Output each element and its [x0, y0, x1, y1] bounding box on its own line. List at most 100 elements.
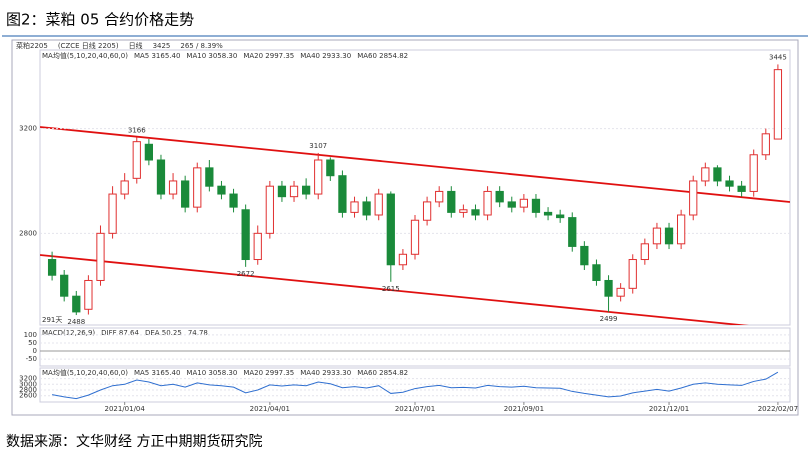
candle-body	[543, 211, 553, 216]
price-annotation: 3107	[309, 142, 327, 150]
macd-legend: DIFF 87.64	[101, 329, 139, 337]
candle-body	[156, 159, 166, 195]
candle-body	[144, 143, 153, 161]
candle-body	[60, 274, 69, 297]
candle-body	[277, 185, 287, 198]
candle-body	[616, 287, 625, 297]
candle-body	[677, 214, 686, 245]
upper-trend-line	[40, 126, 790, 203]
macd-legend: 74.78	[188, 329, 208, 337]
candle-body	[338, 175, 347, 213]
ma-legend: MA40 2933.30	[300, 52, 351, 60]
price-annotation: 2672	[237, 270, 255, 278]
candle-body	[580, 245, 589, 266]
price-annotation: 2499	[600, 315, 618, 323]
candle-body	[422, 201, 432, 221]
candle-body	[689, 180, 698, 216]
span-label: 291天	[42, 316, 62, 324]
candle-body	[435, 190, 444, 203]
macd-tick-label: 50	[28, 339, 37, 347]
title: 图2：菜粕 05 合约价格走势	[6, 11, 194, 29]
candle-body	[229, 193, 238, 208]
candle-body	[568, 217, 577, 247]
candle-body	[531, 198, 541, 213]
x-tick-label: 2021/12/01	[649, 405, 689, 413]
candle-body	[640, 243, 649, 261]
candle-body	[96, 232, 105, 281]
candle-body	[519, 198, 529, 208]
macd-legend: DEA 50.25	[145, 329, 182, 337]
lower-tick-label: 2800	[19, 386, 37, 394]
candle-body	[592, 264, 601, 281]
candle-body	[556, 214, 565, 219]
toolbar-item: 日线	[129, 41, 143, 50]
ma-legend: MA5 3165.40	[134, 369, 180, 377]
candle-body	[362, 201, 371, 216]
candle-body	[652, 227, 662, 245]
candle-body	[253, 232, 262, 261]
ma-legend: MA5 3165.40	[134, 52, 180, 60]
candle-body	[72, 295, 81, 313]
candle-body	[120, 180, 129, 195]
macd-tick-label: 0	[33, 347, 37, 355]
lower-trend-line	[40, 254, 750, 325]
x-tick-label: 2021/09/01	[504, 405, 544, 413]
toolbar-item: 3425	[153, 42, 171, 50]
candle-body	[664, 227, 674, 245]
candle-body	[302, 185, 311, 195]
toolbar-item: (CZCE 日线 2205)	[58, 41, 119, 50]
candle-body	[459, 209, 468, 213]
candle-body	[350, 201, 359, 213]
candle-body	[447, 190, 456, 213]
y-tick-label: 3200	[19, 125, 37, 133]
candle-body	[108, 193, 117, 234]
ma-legend: MA10 3058.30	[186, 369, 237, 377]
ma-legend: MA20 2997.35	[243, 52, 294, 60]
candle-body	[398, 253, 408, 266]
price-annotation: 2615	[382, 285, 400, 293]
x-tick-label: 2021/04/01	[250, 405, 290, 413]
toolbar-item: 菜粕2205	[16, 41, 48, 50]
candle-body	[265, 185, 274, 234]
lower-close-line	[52, 371, 779, 400]
macd-tick-label: 100	[24, 331, 37, 339]
candle-body	[217, 185, 226, 195]
candle-body	[241, 209, 250, 261]
chart-frame	[11, 39, 799, 416]
ma-legend: MA均值(5,10,20,40,60,0)	[42, 368, 128, 377]
ma-legend: MA60 2854.82	[357, 369, 408, 377]
candle-body	[713, 167, 722, 182]
x-tick-label: 2021/07/01	[395, 405, 435, 413]
candle-body	[289, 185, 299, 198]
candle-body	[749, 154, 758, 192]
main-panel	[39, 49, 791, 326]
lower-tick-label: 3200	[19, 375, 37, 383]
ma-legend: MA均值(5,10,20,40,60,0)	[42, 51, 128, 60]
candle-body	[701, 167, 710, 182]
ma-legend: MA40 2933.30	[300, 369, 351, 377]
price-annotation: 3166	[128, 126, 146, 134]
candle-body	[604, 279, 613, 297]
macd-panel	[39, 327, 791, 367]
macd-tick-label: -50	[26, 355, 37, 363]
candle-body	[193, 167, 202, 208]
candle-body	[737, 185, 746, 192]
price-annotation: 2488	[67, 318, 85, 326]
y-tick-label: 2800	[19, 229, 37, 237]
candle-body	[773, 69, 783, 140]
candle-body	[168, 180, 178, 195]
ma-legend: MA20 2997.35	[243, 369, 294, 377]
x-tick-label: 2022/02/07	[758, 405, 798, 413]
candle-body	[181, 180, 190, 208]
candle-body	[410, 219, 420, 255]
macd-legend: MACD(12,26,9)	[42, 329, 95, 337]
candle-body	[761, 133, 770, 156]
candle-body	[507, 201, 516, 208]
candle-body	[471, 209, 480, 216]
candle-body	[84, 279, 93, 310]
candle-body	[495, 190, 504, 203]
candle-body	[628, 259, 637, 289]
candle-body	[374, 193, 383, 216]
candle-body	[386, 193, 395, 266]
